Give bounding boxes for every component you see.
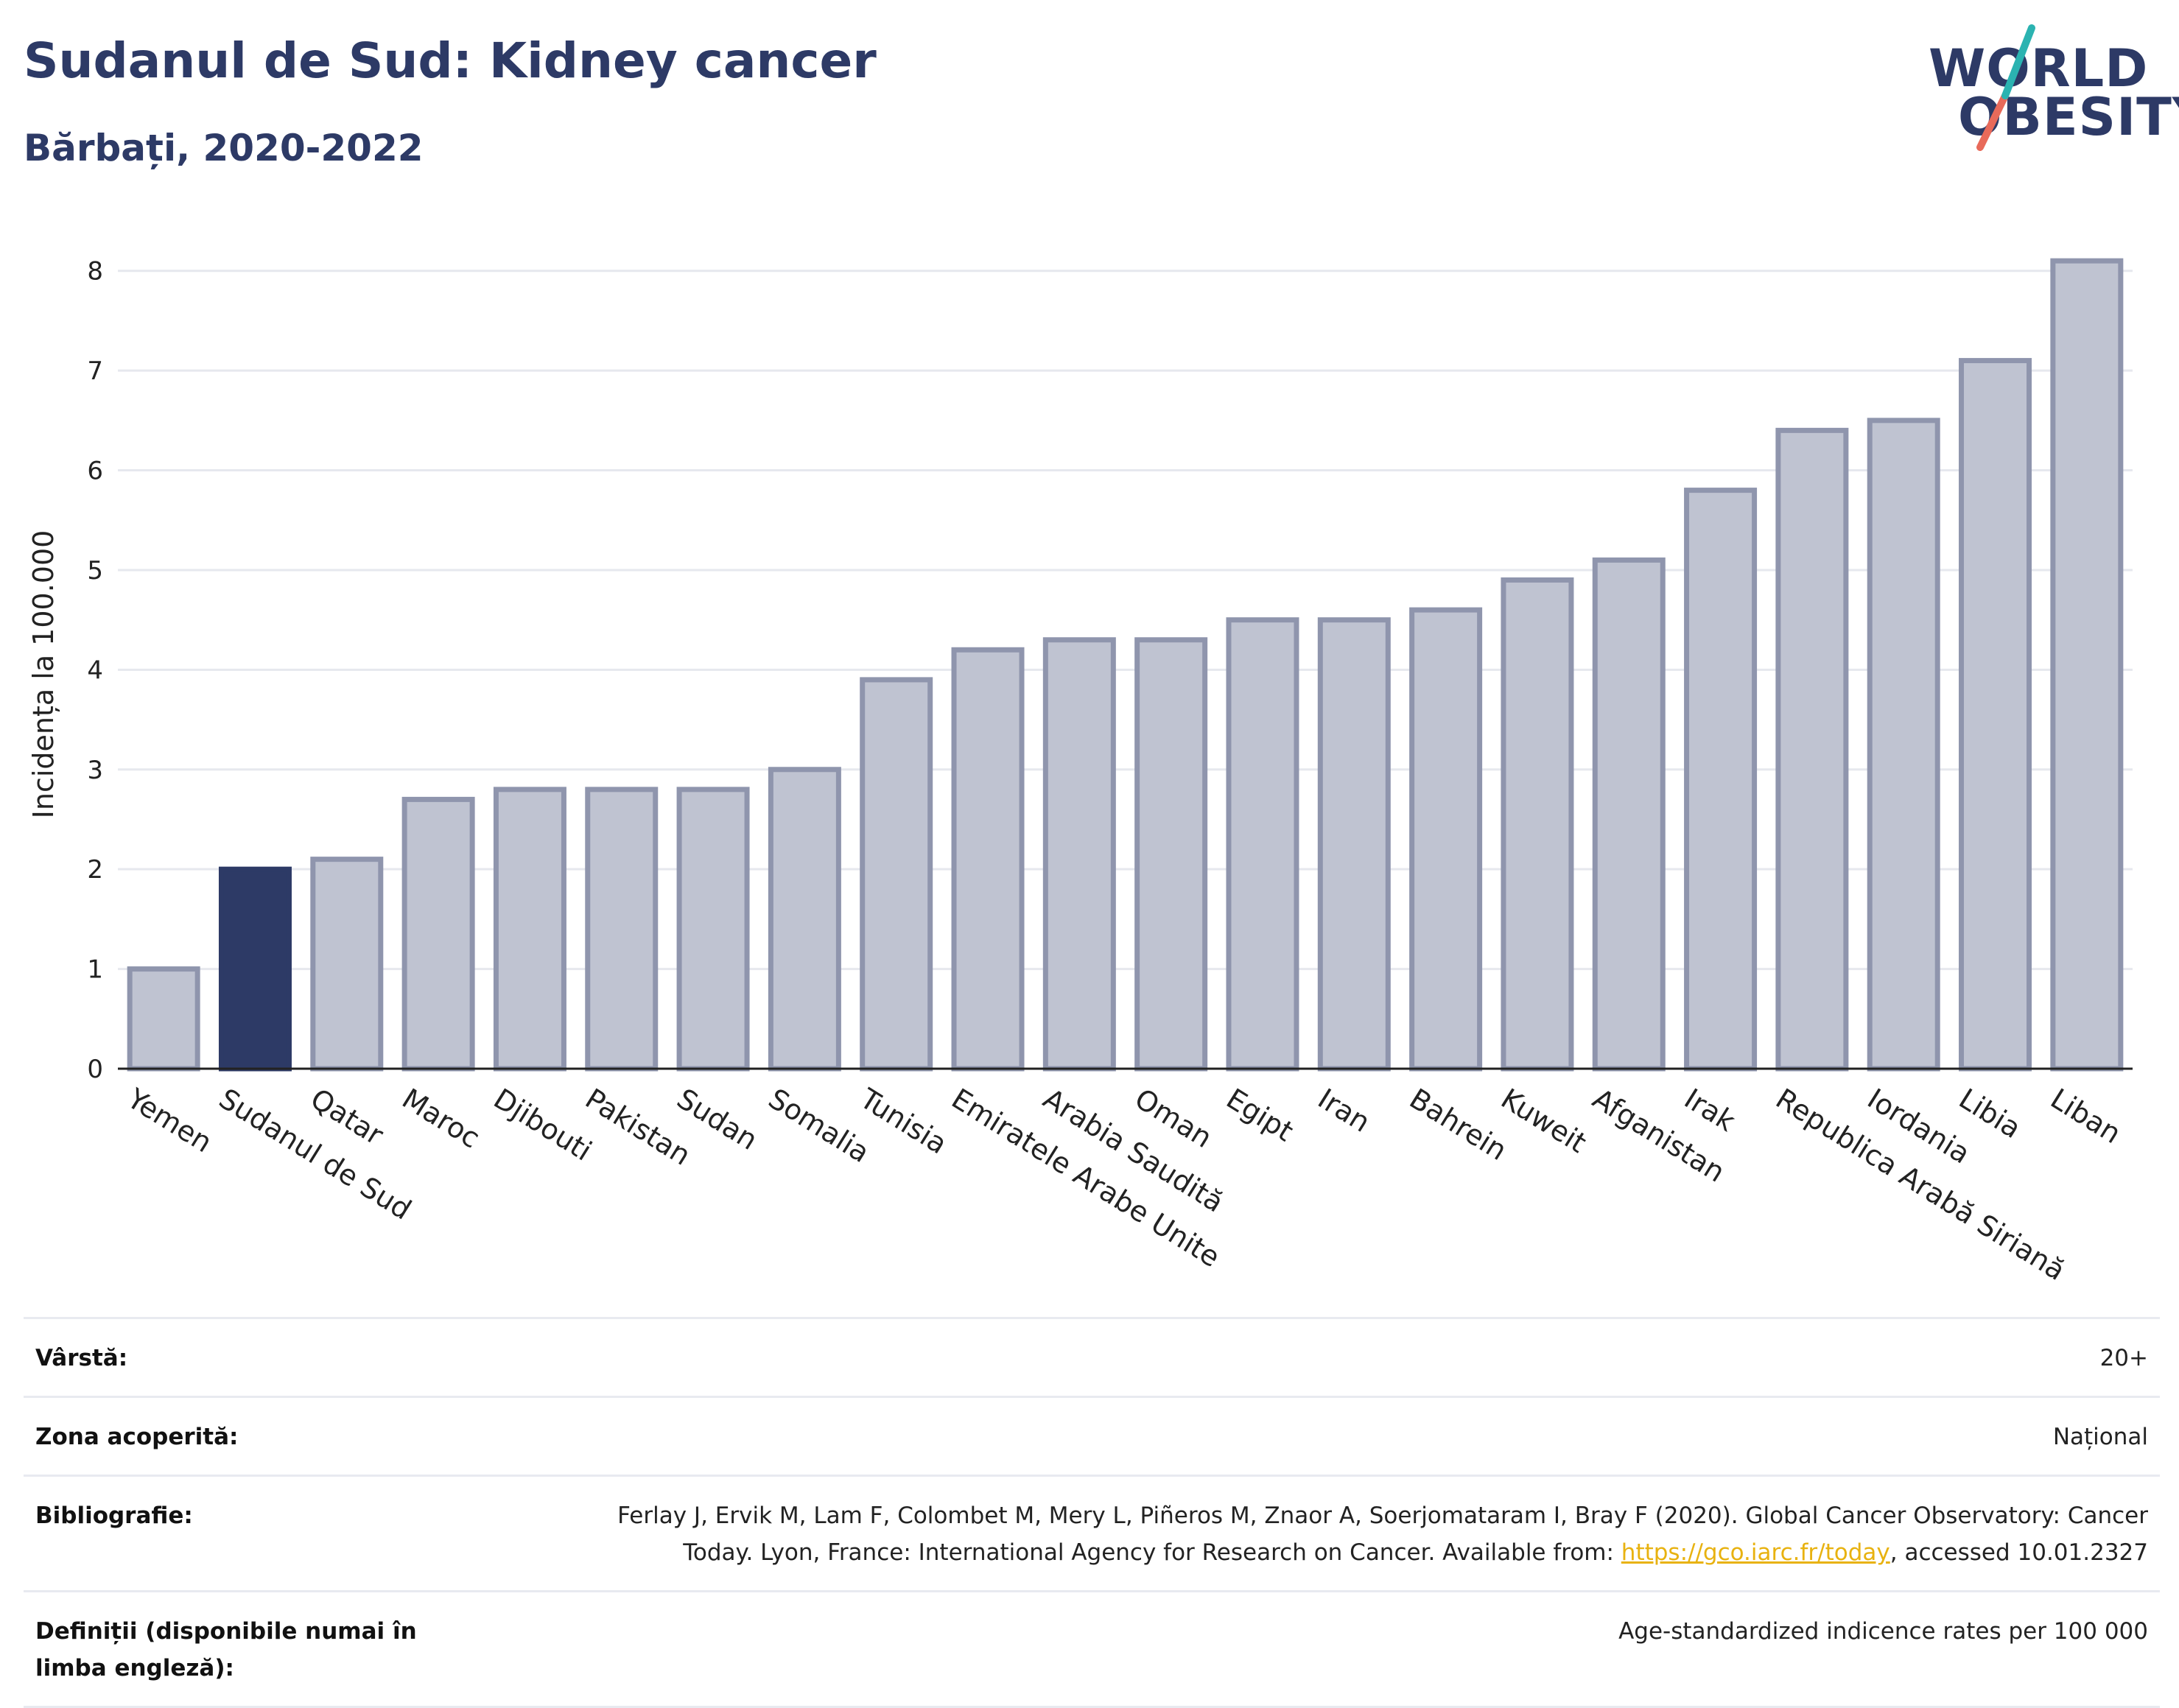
- source-link[interactable]: https://gco.iarc.fr/today: [1621, 1539, 1890, 1566]
- age-value: 20+: [2099, 1345, 2148, 1371]
- info-row-area: Zona acoperită: Național: [24, 1396, 2160, 1475]
- x-tick-label: Kuweit: [1495, 1082, 1592, 1159]
- bar-15: [1501, 577, 1574, 1072]
- bar-14: [1409, 607, 1483, 1072]
- x-tick-label: Bahrein: [1404, 1082, 1512, 1167]
- bar-17: [1684, 488, 1758, 1072]
- bar-16: [1592, 557, 1666, 1072]
- area-value: Național: [2052, 1424, 2148, 1450]
- y-tick-label: 4: [87, 656, 103, 685]
- x-tick-label: Irak: [1679, 1082, 1741, 1138]
- y-tick-label: 7: [87, 356, 103, 386]
- definitions-value: Age-standardized indicence rates per 100…: [1618, 1618, 2148, 1645]
- x-tick-label: Yemen: [122, 1082, 218, 1159]
- y-tick-label: 1: [87, 955, 103, 985]
- bar-2: [310, 857, 384, 1072]
- y-tick-label: 6: [87, 457, 103, 486]
- x-tick-label: Egipt: [1221, 1082, 1299, 1148]
- x-tick-label: Iran: [1313, 1082, 1376, 1139]
- y-axis-label: Incidența la 100.000: [27, 530, 60, 819]
- info-row-age: Vârstă: 20+: [24, 1317, 2160, 1396]
- age-label: Vârstă:: [35, 1345, 128, 1371]
- definitions-label: Definiții (disponibile numai în limba en…: [35, 1618, 417, 1681]
- bar-4: [493, 787, 566, 1072]
- bibliography-label: Bibliografie:: [35, 1503, 193, 1529]
- bar-3: [401, 796, 475, 1072]
- bibliography-text: Ferlay J, Ervik M, Lam F, Colombet M, Me…: [617, 1503, 2148, 1566]
- bar-13: [1317, 617, 1391, 1072]
- bar-5: [585, 787, 659, 1072]
- info-row-definitions: Definiții (disponibile numai în limba en…: [24, 1590, 2160, 1708]
- y-tick-label: 2: [87, 855, 103, 885]
- info-row-bibliography: Bibliografie: Ferlay J, Ervik M, Lam F, …: [24, 1475, 2160, 1590]
- bar-10: [1042, 637, 1116, 1072]
- chart-subtitle: Bărbați, 2020-2022: [24, 127, 424, 169]
- world-obesity-logo[interactable]: WORLD OBESITY: [1923, 22, 2179, 155]
- bibliography-value: Ferlay J, Ervik M, Lam F, Colombet M, Me…: [586, 1497, 2148, 1571]
- bar-20: [1959, 358, 2032, 1072]
- bar-12: [1226, 617, 1299, 1072]
- x-tick-label: Pakistan: [580, 1082, 696, 1172]
- logo-line-1: WORLD: [1929, 38, 2149, 99]
- bar-9: [951, 647, 1025, 1072]
- bar-7: [768, 767, 841, 1072]
- x-tick-label: Maroc: [396, 1082, 485, 1154]
- y-tick-label: 3: [87, 756, 103, 785]
- info-table: Vârstă: 20+ Zona acoperită: Național Bib…: [24, 1317, 2160, 1708]
- y-tick-label: 8: [87, 257, 103, 287]
- bar-0: [127, 966, 200, 1072]
- x-tick-label: Somalia: [763, 1082, 875, 1169]
- bar-1: [218, 866, 292, 1072]
- y-tick-label: 5: [87, 556, 103, 586]
- y-tick-label: 0: [87, 1055, 103, 1084]
- logo-slash-icon: [1976, 24, 2035, 151]
- bibliography-suffix: , accessed 10.01.2327: [1889, 1539, 2148, 1566]
- x-tick-label: Liban: [2045, 1082, 2127, 1150]
- bar-11: [1134, 637, 1208, 1072]
- bar-21: [2050, 258, 2124, 1072]
- bar-6: [676, 787, 750, 1072]
- area-label: Zona acoperită:: [35, 1424, 239, 1450]
- x-tick-label: Djibouti: [488, 1082, 597, 1167]
- bar-18: [1775, 427, 1849, 1072]
- bar-19: [1867, 418, 1940, 1072]
- chart-title: Sudanul de Sud: Kidney cancer: [24, 32, 877, 89]
- bar-8: [860, 677, 933, 1072]
